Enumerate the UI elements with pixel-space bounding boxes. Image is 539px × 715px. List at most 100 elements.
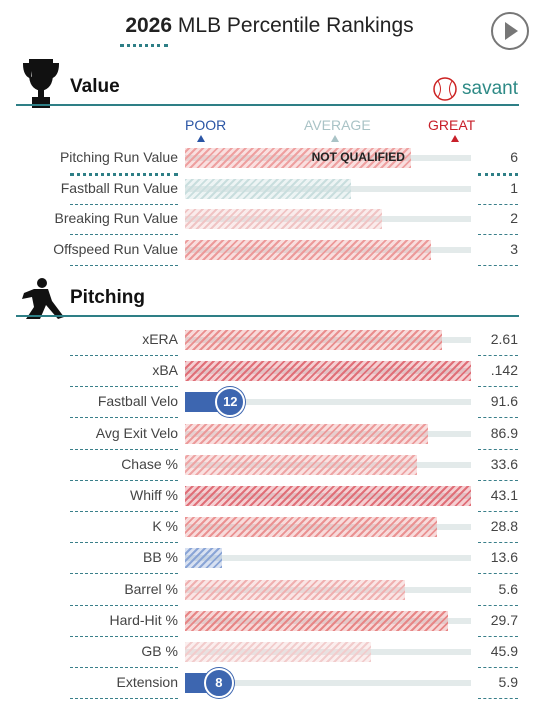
title-underline — [120, 44, 168, 47]
row-label: BB % — [142, 549, 178, 566]
row-value: 28.8 — [490, 518, 518, 535]
percentile-bar — [185, 548, 223, 569]
row-value: 1 — [510, 179, 518, 196]
row-divider — [70, 355, 178, 356]
percentile-bar — [185, 454, 417, 475]
row-divider — [478, 667, 518, 668]
row-divider — [478, 265, 518, 267]
row-divider — [478, 573, 518, 575]
row-value: 86.9 — [490, 424, 518, 441]
section-title: Pitching — [70, 287, 145, 308]
row-value: 33.6 — [490, 455, 518, 472]
percentile-bar — [185, 517, 437, 538]
not-qualified: NOT QUALIFIED — [311, 150, 405, 164]
row-divider — [70, 667, 178, 668]
bar-track — [185, 555, 471, 562]
row-label: GB % — [141, 643, 178, 659]
row-divider — [478, 173, 518, 176]
section-title: Value — [70, 76, 120, 97]
row-divider — [478, 234, 518, 236]
row-divider — [70, 479, 178, 481]
row-value: 6 — [510, 149, 518, 165]
row-divider — [70, 573, 178, 575]
row-label: Hard-Hit % — [109, 611, 178, 628]
row-divider — [70, 234, 178, 236]
row-label: Barrel % — [124, 580, 178, 597]
title-year: 2026 — [125, 14, 173, 37]
play-button[interactable] — [490, 11, 530, 51]
baseball-icon — [433, 77, 457, 101]
row-label: Extension — [116, 674, 178, 691]
percentile-bar — [185, 642, 371, 662]
title: MLB Percentile Rankings — [177, 14, 414, 37]
row-divider — [70, 448, 178, 450]
percentile-bar — [185, 330, 443, 350]
percentile-bar — [185, 423, 429, 444]
percentile-bar — [185, 361, 471, 382]
row-divider — [70, 265, 178, 267]
percentile-bar — [185, 486, 471, 506]
row-divider — [70, 511, 178, 512]
percentile-bar — [185, 673, 208, 694]
scale-average: AVERAGE — [304, 117, 371, 133]
percentile-bar — [185, 178, 351, 199]
row-divider — [478, 203, 518, 205]
row-label: xERA — [142, 331, 178, 347]
row-value: 2 — [510, 210, 518, 227]
row-divider — [478, 355, 518, 356]
row-value: 91.6 — [490, 393, 518, 410]
row-label: Fastball Velo — [97, 393, 178, 410]
section-rule — [16, 315, 519, 317]
row-divider — [70, 386, 178, 388]
row-value: 5.9 — [498, 674, 518, 691]
row-label: Breaking Run Value — [54, 210, 178, 227]
row-label: Pitching Run Value — [59, 149, 178, 165]
row-divider — [478, 511, 518, 512]
scale-great: GREAT — [428, 117, 476, 133]
row-divider — [70, 417, 178, 419]
percentile-circle: 12 — [215, 387, 246, 418]
scale-arrows — [197, 135, 459, 142]
percentile-bar — [185, 392, 220, 413]
row-value: 3 — [510, 241, 518, 258]
row-label: Avg Exit Velo — [95, 424, 178, 441]
row-divider — [478, 604, 518, 606]
row-label: Whiff % — [130, 487, 178, 503]
row-divider — [478, 448, 518, 450]
bar-track — [185, 680, 471, 687]
percentile-circle: 8 — [203, 668, 234, 699]
row-label: Fastball Run Value — [60, 179, 178, 196]
row-divider — [478, 417, 518, 419]
row-label: K % — [152, 518, 178, 535]
scale-poor: POOR — [185, 117, 227, 133]
row-divider — [70, 173, 178, 176]
percentile-bar — [185, 148, 411, 168]
row-value: 29.7 — [490, 611, 518, 628]
row-value: 2.61 — [490, 331, 518, 347]
row-label: Chase % — [121, 455, 178, 472]
row-divider — [70, 635, 178, 637]
row-divider — [70, 203, 178, 205]
row-divider — [478, 479, 518, 481]
row-divider — [478, 635, 518, 637]
bar-track — [185, 399, 471, 406]
trophy-icon — [22, 59, 60, 108]
row-label: Offspeed Run Value — [53, 241, 178, 258]
row-divider — [70, 698, 178, 700]
row-value: 43.1 — [490, 487, 518, 503]
row-value: 5.6 — [498, 580, 518, 597]
row-value: .142 — [490, 362, 518, 379]
row-value: 13.6 — [490, 549, 518, 566]
row-divider — [478, 542, 518, 544]
percentile-bar — [185, 579, 406, 600]
row-divider — [70, 604, 178, 606]
percentile-bar — [185, 610, 449, 631]
row-divider — [478, 386, 518, 388]
section-rule — [16, 104, 519, 106]
row-value: 45.9 — [490, 643, 518, 659]
percentile-bar — [185, 240, 431, 261]
title-row: 2026 MLB Percentile Rankings — [0, 14, 539, 38]
row-divider — [70, 542, 178, 544]
pitcher-icon — [22, 278, 64, 319]
